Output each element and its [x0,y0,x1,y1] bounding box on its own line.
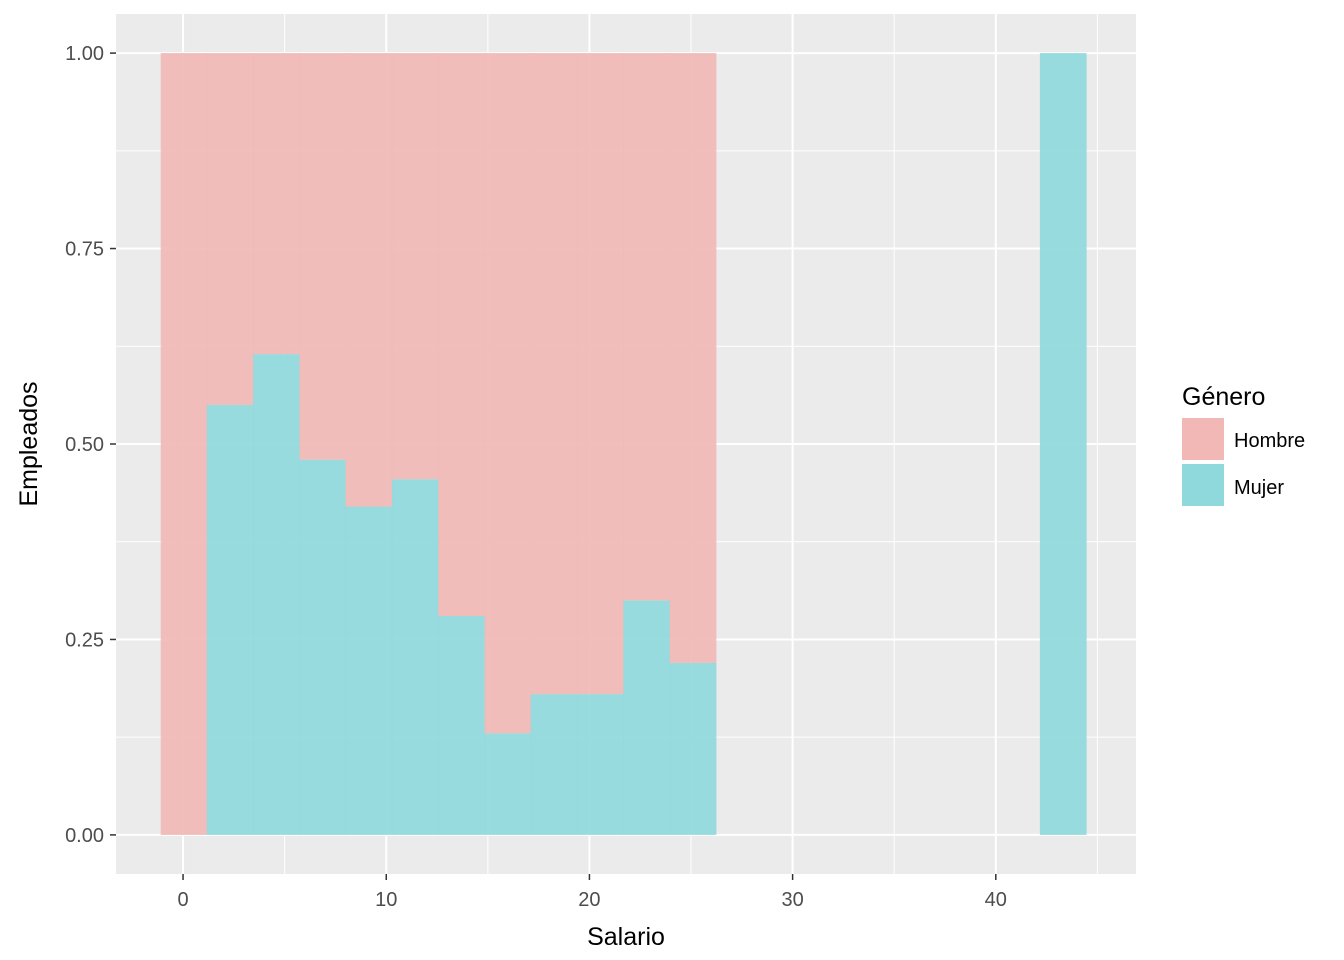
bar-hombre [669,53,717,663]
bar-hombre [253,53,301,355]
legend-label-hombre: Hombre [1234,430,1305,452]
bar-hombre [345,53,393,507]
x-tick-label: 10 [375,889,397,911]
legend: Género Hombre Mujer [1182,383,1305,506]
bar-mujer [345,506,393,835]
legend-swatch-mujer [1182,464,1224,506]
bar-hombre [160,53,208,835]
bar-mujer [669,662,717,835]
bar-hombre [438,53,486,617]
histogram-bars [160,53,1087,835]
y-tick-label: 1.00 [65,43,104,65]
bar-mujer [484,733,532,835]
bar-hombre [530,53,578,695]
y-tick-label: 0.00 [65,825,104,847]
y-tick-label: 0.75 [65,239,104,261]
y-axis-title: Empleados [15,381,43,506]
y-tick-label: 0.50 [65,434,104,456]
bar-mujer [623,600,671,835]
x-tick-label: 0 [177,889,188,911]
bar-hombre [484,53,532,734]
x-tick-label: 40 [985,889,1007,911]
bar-hombre [577,53,624,695]
bar-hombre [391,53,439,480]
x-tick-label: 20 [578,889,600,911]
bar-mujer [1039,53,1087,835]
x-axis-title: Salario [587,923,665,951]
bar-mujer [391,479,439,835]
bar-mujer [206,404,254,835]
bar-hombre [299,53,347,460]
bar-mujer [577,694,624,835]
bar-mujer [438,616,486,835]
bar-hombre [623,53,671,601]
bar-mujer [253,354,301,835]
legend-label-mujer: Mujer [1234,477,1284,499]
legend-title: Género [1182,383,1265,411]
bar-mujer [530,694,578,835]
y-tick-label: 0.25 [65,629,104,651]
bar-mujer [299,459,347,835]
bar-hombre [206,53,254,405]
x-tick-label: 30 [781,889,803,911]
axes: 0.00 0.25 0.50 0.75 1.00 0 10 20 30 40 [65,43,1007,911]
legend-swatch-hombre [1182,418,1224,460]
